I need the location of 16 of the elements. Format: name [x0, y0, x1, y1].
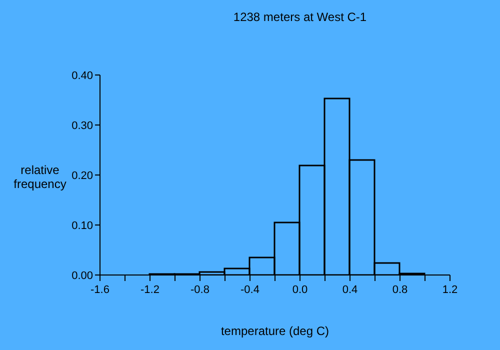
- x-tick-label: 0.4: [342, 284, 358, 296]
- y-tick-label: 0.10: [72, 220, 93, 232]
- y-tick-label: 0.40: [72, 70, 93, 82]
- x-tick-label: -1.2: [140, 284, 160, 296]
- chart-title: 1238 meters at West C-1: [232, 10, 368, 24]
- y-tick-label: 0.00: [72, 270, 93, 282]
- x-tick-label: -0.4: [240, 284, 260, 296]
- y-tick-label: 0.30: [72, 120, 93, 132]
- x-tick-label: 0.0: [292, 284, 308, 296]
- x-axis-title: temperature (deg C): [220, 324, 330, 338]
- x-tick-label: -0.8: [190, 284, 210, 296]
- x-tick-label: 0.8: [392, 284, 408, 296]
- y-tick-label: 0.20: [72, 170, 93, 182]
- x-tick-label: 1.2: [442, 284, 458, 296]
- y-axis-title: relative frequency: [14, 163, 66, 191]
- x-tick-label: -1.6: [90, 284, 110, 296]
